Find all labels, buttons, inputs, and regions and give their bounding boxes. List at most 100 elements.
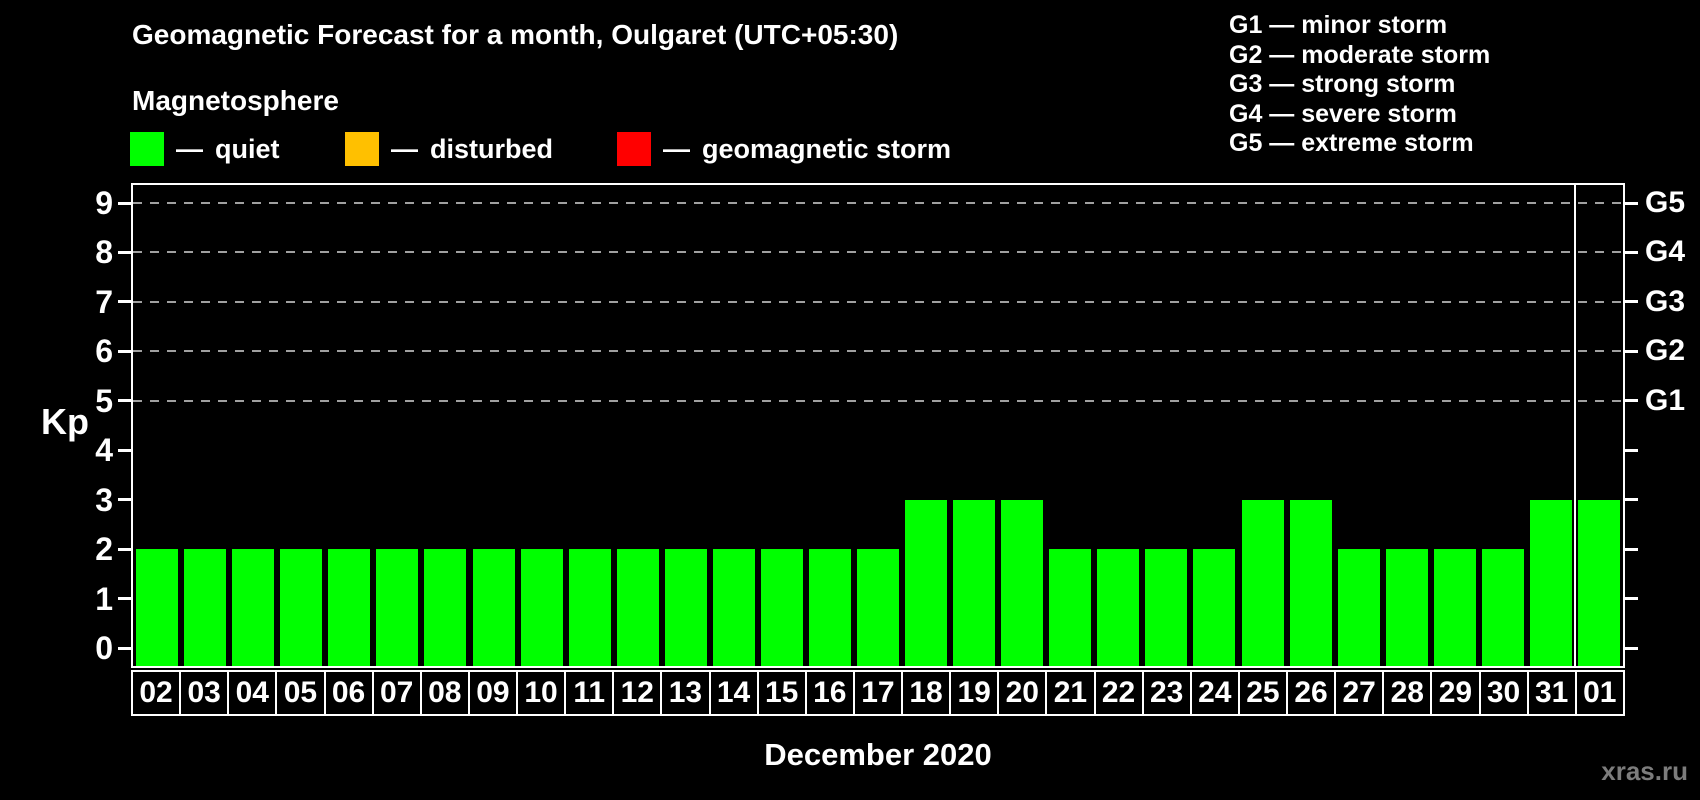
kp-bar-day-17 xyxy=(857,549,900,666)
day-label-cell: 27 xyxy=(1336,672,1385,714)
legend-dash: — xyxy=(176,134,203,164)
legend-dash: — xyxy=(391,134,418,164)
day-label-cell: 07 xyxy=(374,672,422,714)
y-axis-label-5: 5 xyxy=(95,382,113,419)
kp-bar-day-25 xyxy=(1241,499,1284,666)
y-axis-label-2: 2 xyxy=(95,531,113,568)
day-label-cell: 05 xyxy=(277,672,326,714)
kp-bar-day-12 xyxy=(616,549,659,666)
kp-bar-day-23 xyxy=(1145,549,1188,666)
month-label: December 2020 xyxy=(764,737,992,772)
day-label-cell: 25 xyxy=(1240,672,1288,714)
y-tick-right-2 xyxy=(1625,547,1638,551)
kp-bar-day-19 xyxy=(953,499,996,666)
storm-scale-g4: G4 — severe storm xyxy=(1229,99,1457,128)
day-label-cell: 06 xyxy=(326,672,374,714)
day-label-row: 02 03 04 05 06 07 08 09 10 11 12 13 14 15 16 17 18 19 20 21… xyxy=(131,670,1625,716)
day-label-cell: 09 xyxy=(470,672,518,714)
right-axis-label-g1: G1 xyxy=(1645,383,1686,417)
day-label-cell: 23 xyxy=(1144,672,1192,714)
y-tick-right-6 xyxy=(1625,349,1638,353)
storm-scale-legend: G1 — minor storm G2 — moderate storm G3 … xyxy=(1229,11,1490,159)
kp-bar-day-22 xyxy=(1097,549,1140,666)
day-label-cell: 31 xyxy=(1529,672,1577,714)
legend-item-quiet: — quiet xyxy=(130,131,280,167)
plot-area: 0 1 2 3 4 5 6 7 8 9 G1 G2 G3 G4 G5 xyxy=(95,183,1685,668)
day-label-cell: 21 xyxy=(1047,672,1096,714)
y-tick-right-1 xyxy=(1625,597,1638,601)
kp-bar-day-28 xyxy=(1385,549,1428,666)
y-tick-right-4 xyxy=(1625,448,1638,452)
quiet-color-swatch xyxy=(130,132,164,166)
legend-item-geomagnetic-storm: — geomagnetic storm xyxy=(617,131,951,167)
y-axis-label-4: 4 xyxy=(95,432,113,469)
day-label-cell: 19 xyxy=(951,672,1000,714)
kp-bar-day-16 xyxy=(808,549,851,666)
y-tick-left-7 xyxy=(118,300,131,304)
gridline-kp7 xyxy=(133,300,1623,303)
kp-bar-day-21 xyxy=(1049,549,1092,666)
gridline-kp6 xyxy=(133,350,1623,353)
y-tick-right-7 xyxy=(1625,300,1638,304)
day-label-cell: 15 xyxy=(759,672,807,714)
day-label-cell: 08 xyxy=(422,672,470,714)
y-tick-left-6 xyxy=(118,349,131,353)
kp-bar-day-18 xyxy=(905,499,948,666)
kp-bar-day-26 xyxy=(1289,499,1332,666)
legend-label-geomagnetic-storm: geomagnetic storm xyxy=(702,134,952,164)
disturbed-color-swatch xyxy=(345,132,379,166)
kp-bar-day-20 xyxy=(1001,499,1044,666)
storm-scale-g2: G2 — moderate storm xyxy=(1229,40,1491,69)
day-label-cell: 04 xyxy=(229,672,278,714)
day-label-cell: 17 xyxy=(855,672,903,714)
day-label-cell: 13 xyxy=(662,672,711,714)
day-label-cell: 01 xyxy=(1583,676,1617,709)
kp-bar-day-24 xyxy=(1193,549,1236,666)
kp-bar-day-27 xyxy=(1337,549,1380,666)
legend-item-disturbed: — disturbed xyxy=(345,131,553,167)
day-label-cell: 20 xyxy=(999,672,1048,714)
day-label-cell: 02 xyxy=(133,672,182,714)
kp-bar-day-06 xyxy=(328,549,371,666)
kp-bar-day-08 xyxy=(424,549,467,666)
day-label-cell: 12 xyxy=(614,672,663,714)
right-axis-label-g2: G2 xyxy=(1645,334,1686,368)
y-tick-right-0 xyxy=(1625,646,1638,650)
day-label-cell: 16 xyxy=(807,672,855,714)
y-axis-label-6: 6 xyxy=(95,333,113,370)
y-axis-label-7: 7 xyxy=(95,283,113,320)
geomagnetic-storm-color-swatch xyxy=(617,132,651,166)
kp-bar-day-02 xyxy=(136,549,179,666)
magnetosphere-label: Magnetosphere xyxy=(132,85,339,116)
y-tick-left-2 xyxy=(118,547,131,551)
kp-bar-day-05 xyxy=(280,549,323,666)
day-label-cell: 18 xyxy=(903,672,952,714)
day-label-cell: 10 xyxy=(518,672,567,714)
day-label-cell: 11 xyxy=(566,672,615,714)
kp-bar-day-15 xyxy=(760,549,803,666)
day-label-cell: 28 xyxy=(1384,672,1433,714)
kp-bar-day-09 xyxy=(472,549,515,666)
y-tick-left-5 xyxy=(118,399,131,403)
kp-bar-day-29 xyxy=(1433,549,1476,666)
y-axis-label-3: 3 xyxy=(95,481,113,518)
chart-title: Geomagnetic Forecast for a month, Oulgar… xyxy=(132,19,899,50)
y-axis-label-0: 0 xyxy=(95,630,113,666)
right-axis-label-g4: G4 xyxy=(1645,235,1686,269)
kp-bar-day-30 xyxy=(1481,549,1524,666)
y-axis-label-8: 8 xyxy=(95,234,113,271)
day-label-cell: 29 xyxy=(1432,672,1481,714)
kp-bar-day-01 xyxy=(1577,499,1620,666)
storm-scale-g1: G1 — minor storm xyxy=(1229,11,1448,39)
y-tick-right-5 xyxy=(1625,399,1638,403)
month-separator-line xyxy=(1573,185,1576,666)
kp-bar-day-13 xyxy=(664,549,707,666)
day-label-cell: 03 xyxy=(181,672,230,714)
watermark: xras.ru xyxy=(1601,756,1688,786)
day-label-cell: 14 xyxy=(711,672,759,714)
gridline-kp9 xyxy=(133,202,1623,204)
day-label-cell: 22 xyxy=(1096,672,1144,714)
kp-bar-day-11 xyxy=(568,549,611,666)
day-label-cell: 24 xyxy=(1192,672,1240,714)
